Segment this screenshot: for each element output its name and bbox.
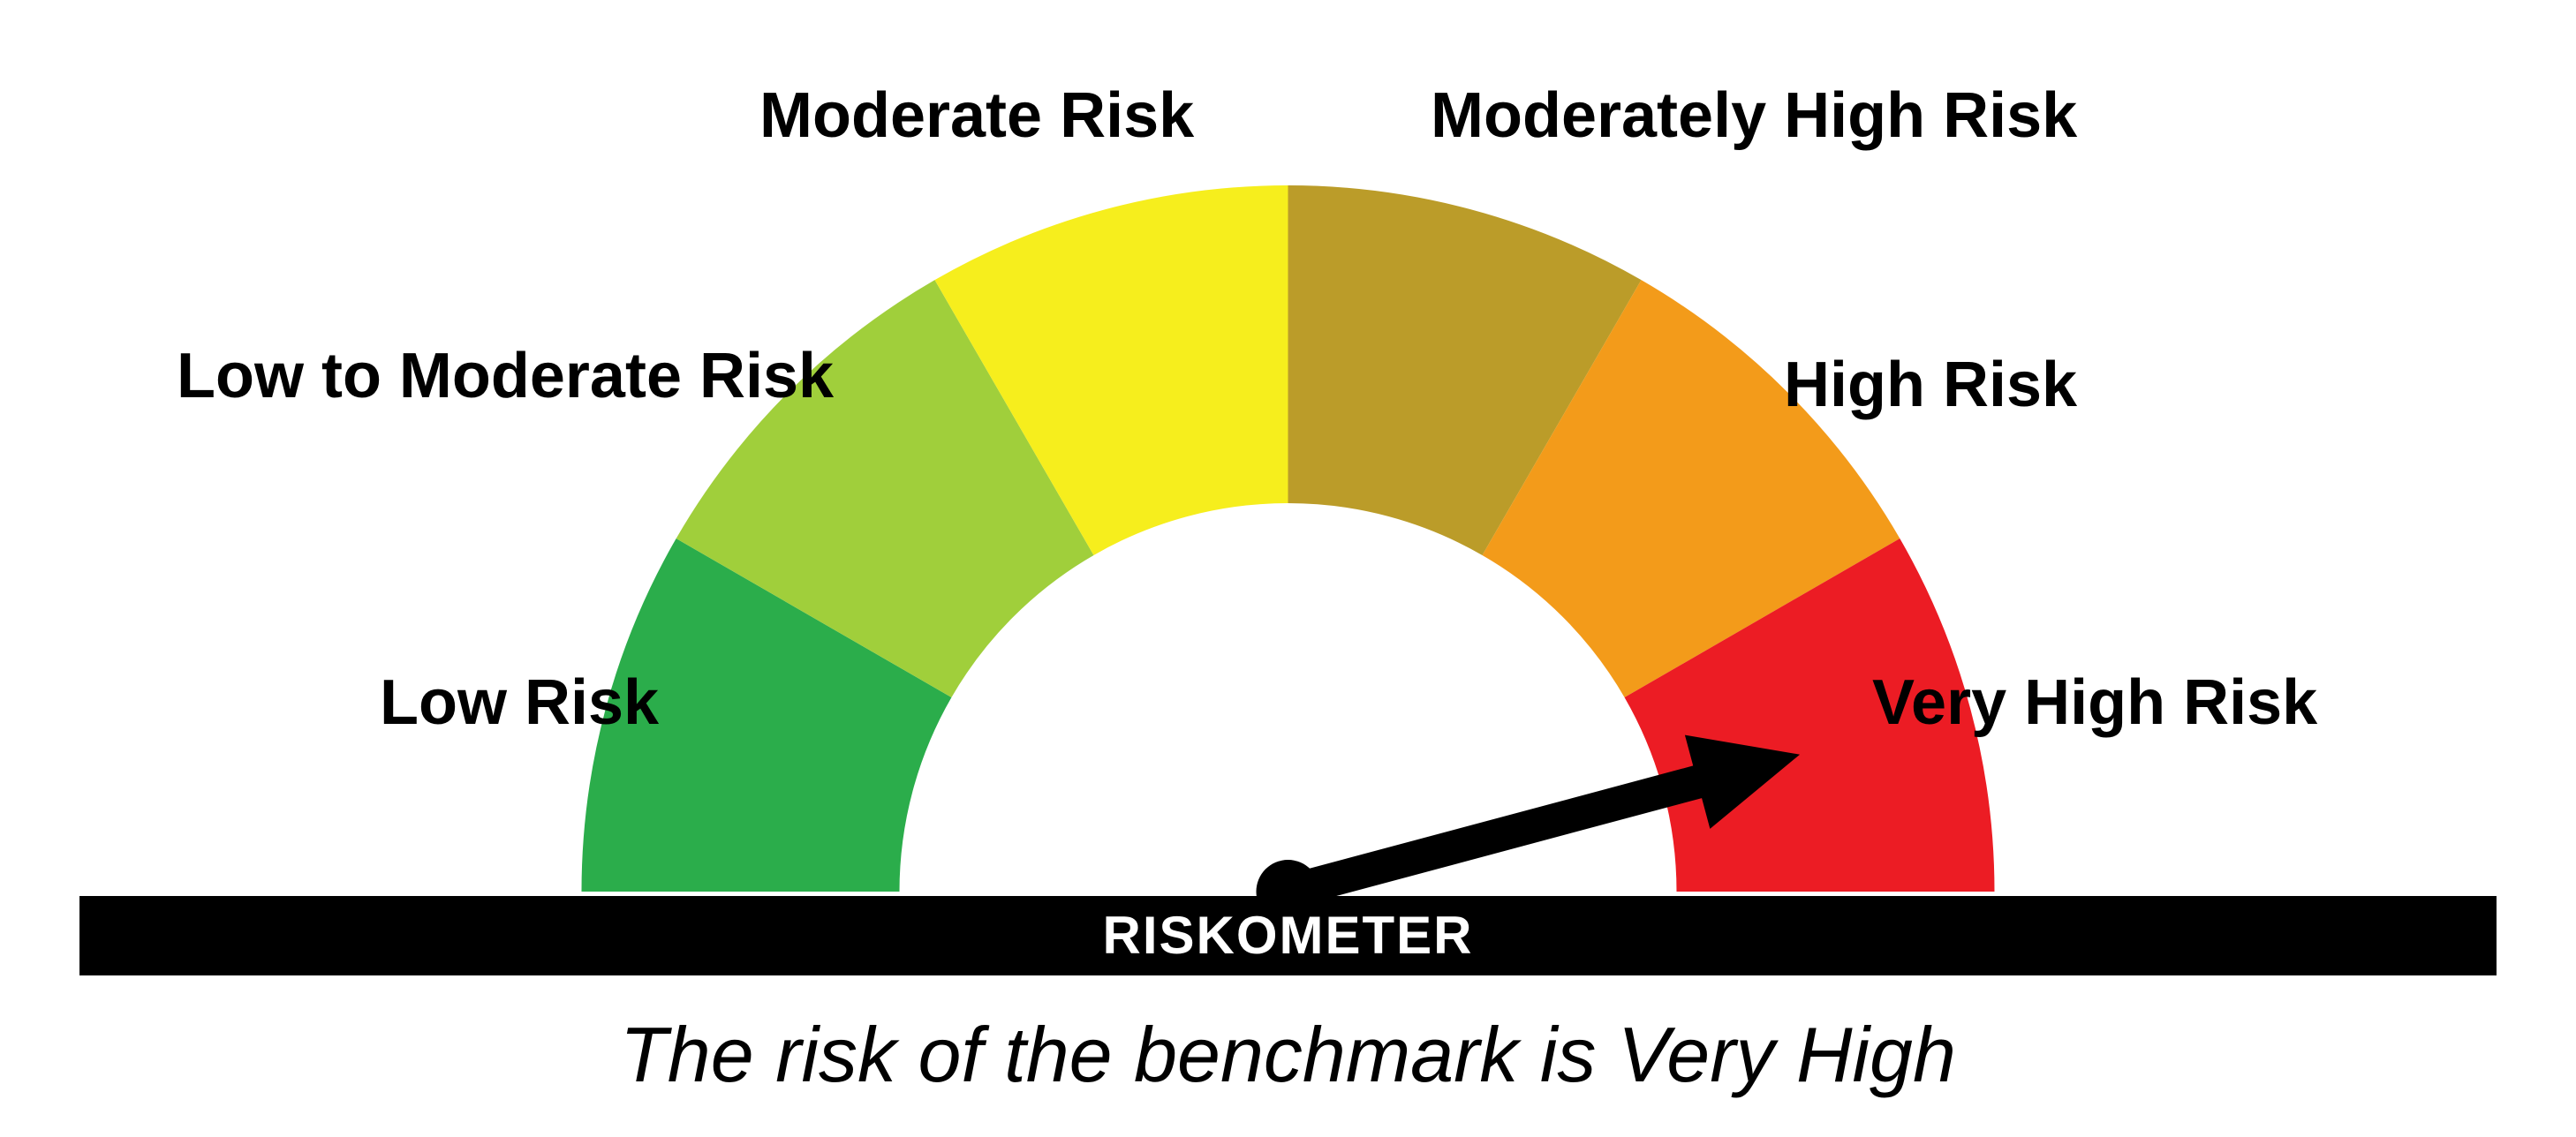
riskometer-caption: The risk of the benchmark is Very High [620,1011,1956,1098]
segment-label-5: Very High Risk [1872,667,2318,738]
riskometer-chart: RISKOMETER Low Risk Low to Moderate Risk Mo… [0,0,2576,1137]
segment-label-0: Low Risk [380,667,660,738]
segment-label-2: Moderate Risk [759,80,1195,151]
segment-label-3: Moderately High Risk [1431,80,2078,151]
riskometer-title: RISKOMETER [1102,906,1473,965]
segment-label-1: Low to Moderate Risk [177,341,835,411]
riskometer-stage: RISKOMETER Low Risk Low to Moderate Risk Mo… [0,0,2576,1137]
segment-label-4: High Risk [1784,350,2078,420]
